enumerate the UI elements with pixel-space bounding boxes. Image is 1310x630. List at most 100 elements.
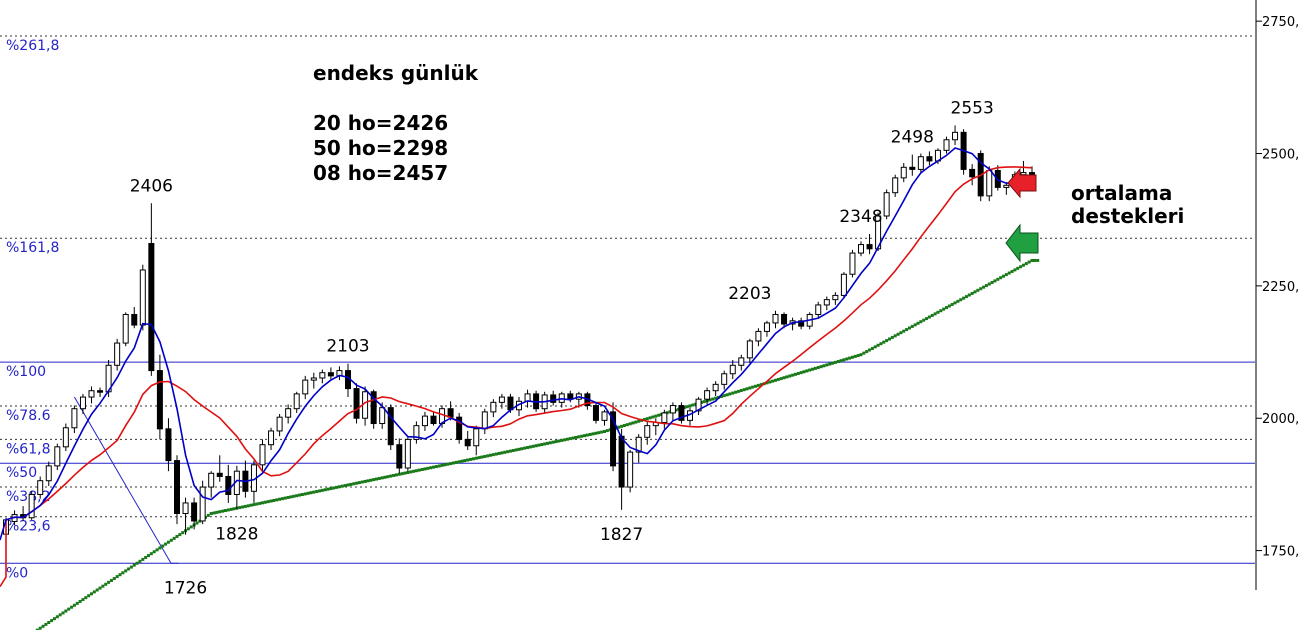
candle — [909, 154, 916, 176]
ma-long-dot — [631, 421, 635, 425]
candle — [225, 464, 232, 503]
ma-long-dot — [833, 360, 837, 364]
ma-long-dot — [175, 534, 179, 538]
ma-long-dot — [109, 578, 113, 582]
ma-long-dot — [922, 318, 926, 322]
ma-long-dot — [286, 495, 290, 499]
candle — [327, 367, 334, 381]
candle — [652, 418, 659, 436]
candle — [969, 164, 976, 186]
ma-long-dot — [628, 422, 632, 426]
candle — [601, 409, 608, 426]
candle-down — [156, 370, 163, 430]
ma-long-dot — [925, 317, 929, 321]
candle — [276, 414, 283, 437]
candle-up — [114, 342, 121, 366]
ma-long-dot — [340, 484, 344, 488]
candle-up — [858, 244, 864, 254]
ma-long-dot — [947, 304, 951, 308]
ma-long-dot — [360, 480, 364, 484]
ma-long-dot — [226, 508, 230, 512]
ma-long-dot — [212, 511, 216, 515]
ma-long-dot — [805, 369, 809, 373]
ma-long-dot — [910, 324, 914, 328]
fib-label: %100 — [6, 364, 46, 380]
ma-long-dot — [879, 342, 883, 346]
candle-down — [866, 244, 873, 250]
candle — [763, 320, 770, 337]
ma-long-dot — [913, 323, 917, 327]
candle-up — [139, 269, 146, 326]
candle — [687, 407, 693, 426]
ma-long-dot — [372, 478, 376, 482]
ma-long-dot — [272, 498, 276, 502]
ma-long-dot — [939, 309, 943, 313]
ma-long-dot — [973, 290, 977, 294]
ma-long-dot — [648, 416, 652, 420]
ma-long-dot — [936, 310, 940, 314]
ma-long-dot — [377, 476, 381, 480]
ma-long-dot — [169, 538, 173, 542]
candle — [926, 151, 933, 166]
ma-long-dot — [759, 383, 763, 387]
ma-long-dot — [500, 451, 504, 455]
ma-long-dot — [298, 493, 302, 497]
ma-long-dot — [460, 459, 464, 463]
ma-long-dot — [446, 462, 450, 466]
candle — [268, 427, 275, 450]
ma-long-dot — [751, 385, 755, 389]
candle-up — [421, 415, 428, 427]
ma-long-dot — [406, 471, 410, 474]
ma-long-dot — [850, 355, 854, 359]
ma-long-dot — [1036, 258, 1040, 262]
ma-long-dot — [993, 279, 997, 283]
ma-long-dot — [309, 491, 313, 495]
candle-up — [473, 428, 480, 447]
ma-long-dot — [232, 507, 236, 511]
ma-long-dot — [933, 312, 937, 316]
candle-up — [746, 340, 753, 359]
candle — [156, 354, 163, 440]
ma-long-dot — [357, 481, 361, 485]
ma-long-dot — [702, 400, 706, 404]
ma-long-dot — [574, 435, 578, 439]
ma-long-dot — [292, 494, 296, 498]
support-note-line2: destekleri — [1071, 204, 1184, 228]
candle-down — [618, 435, 625, 488]
candle — [464, 430, 471, 450]
candle — [216, 455, 223, 482]
y-tick-label: 2750, — [1262, 15, 1299, 30]
ma-long-dot — [329, 487, 333, 491]
ma-long-dot — [811, 367, 815, 371]
candle-up — [379, 407, 386, 425]
candle-up — [199, 486, 206, 522]
candle — [79, 393, 86, 414]
candle-up — [481, 411, 488, 430]
ma-long-dot — [480, 455, 484, 459]
ma-long-dot — [1002, 274, 1005, 278]
candle-down — [225, 475, 232, 495]
ma-long-dot — [283, 496, 287, 500]
candle-down — [678, 405, 685, 421]
candle — [88, 386, 95, 404]
y-tick-label: 2500, — [1262, 148, 1299, 163]
ma-long-dot — [58, 613, 62, 617]
ma-long-dot — [95, 588, 99, 592]
ma-long-dot — [719, 395, 723, 398]
candle-up — [669, 405, 676, 414]
ma-long-dot — [546, 441, 549, 445]
ma-long-dot — [61, 611, 65, 615]
ma-long-dot — [736, 389, 740, 393]
ma-long-dot — [432, 465, 435, 469]
candle-down — [191, 502, 198, 522]
candle — [481, 408, 488, 435]
price-annotation: 2498 — [891, 128, 934, 148]
candle — [148, 203, 155, 376]
ma-long-dot — [1019, 265, 1023, 269]
ma-long-dot — [209, 512, 213, 516]
ma-long-dot — [731, 391, 735, 395]
candle-down — [781, 313, 788, 325]
candle-down — [610, 411, 617, 467]
ma-long-dot — [127, 567, 131, 571]
candle-up — [695, 398, 702, 412]
